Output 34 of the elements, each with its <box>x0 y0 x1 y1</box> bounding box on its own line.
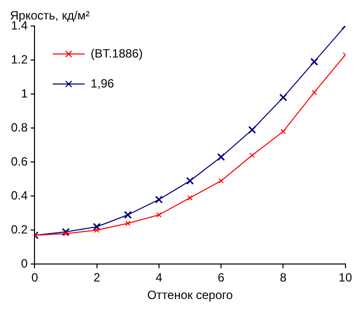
point <box>186 176 194 185</box>
y-tick-label: 0.8 <box>10 120 28 134</box>
x-tick-label: 0 <box>31 270 38 285</box>
legend-label: (BT.1886) <box>90 46 143 60</box>
x-axis-title: Оттенок серого <box>147 288 234 302</box>
x-tick-label: 6 <box>218 270 225 285</box>
legend-label: 1,96 <box>90 76 114 90</box>
point <box>280 128 286 134</box>
point <box>124 210 132 219</box>
y-tick-label: 0 <box>20 256 28 271</box>
y-tick-label: 0.6 <box>10 154 28 168</box>
point <box>218 178 224 184</box>
point <box>155 196 163 204</box>
y-tick-label: 0.4 <box>10 188 28 202</box>
x-tick-label: 10 <box>338 270 352 285</box>
point <box>62 228 70 236</box>
point <box>156 212 162 218</box>
point <box>92 222 101 231</box>
point <box>312 90 317 95</box>
point <box>125 220 130 226</box>
x-tick-label: 4 <box>156 270 163 285</box>
x-tick-label: 8 <box>280 270 287 285</box>
y-tick-label: 0.2 <box>10 222 28 236</box>
y-tick-label: 1 <box>20 86 28 100</box>
point <box>248 126 256 134</box>
point <box>94 228 100 233</box>
point <box>250 152 255 158</box>
point <box>187 195 193 200</box>
point <box>63 230 68 236</box>
point <box>217 153 225 161</box>
x-tick-label: 2 <box>93 270 100 285</box>
y-tick-label: 1.2 <box>10 52 28 66</box>
point <box>310 58 318 66</box>
point <box>279 94 288 102</box>
